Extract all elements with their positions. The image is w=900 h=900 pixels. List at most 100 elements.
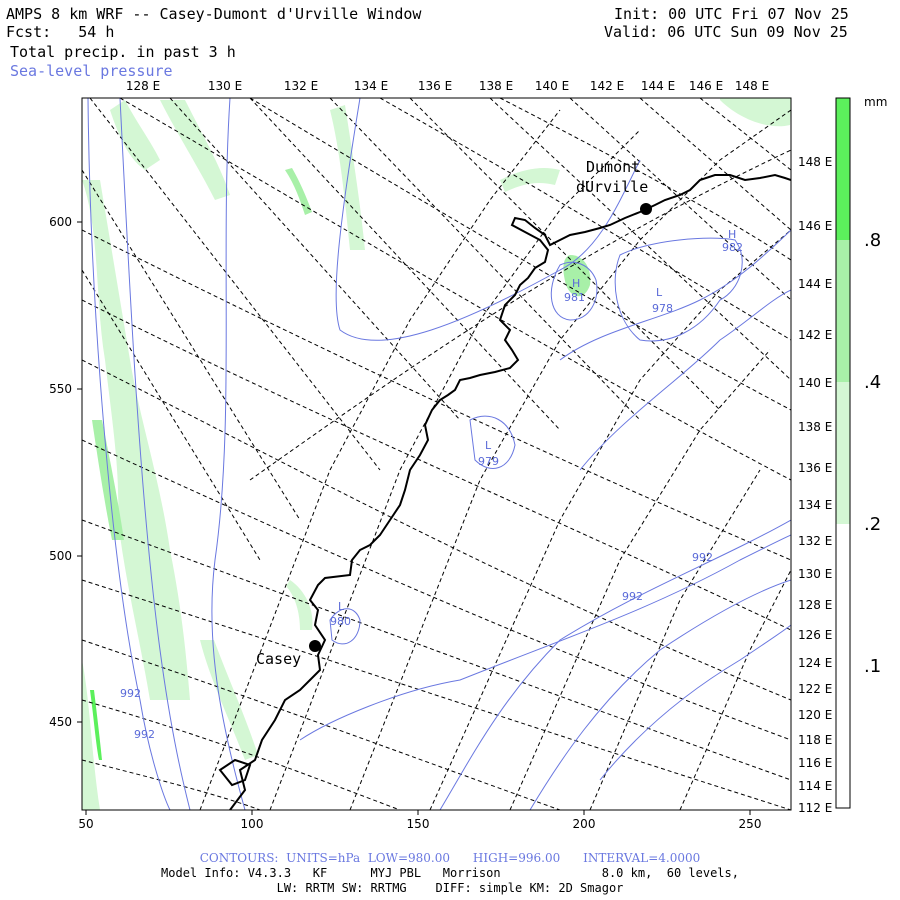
precip-band-mid [200, 640, 258, 760]
precip-core-sw [90, 690, 102, 760]
forecast-hour: Fcst: 54 h [6, 23, 114, 41]
precip-band-casey [286, 580, 313, 630]
legend-unit: mm [864, 95, 887, 109]
contours-units: UNITS=hPa [286, 851, 361, 865]
precip-legend: mm .8 .4 .2 .1 [835, 95, 887, 809]
latlon-grid [82, 98, 791, 810]
legend-frame [835, 97, 851, 809]
pressure-center-letter: L [338, 600, 345, 613]
contours-low-label: LOW= [367, 851, 409, 865]
legend-swatch-01 [836, 524, 850, 808]
legend-swatch-04 [836, 240, 850, 382]
legend-label: .2 [864, 514, 881, 535]
pressure-center-letter: L [485, 439, 492, 452]
lon-label-top: 130 E [208, 79, 242, 93]
lon-label-right: 116 E [798, 756, 832, 770]
lon-label-top: 136 E [418, 79, 452, 93]
lon-label-right: 118 E [798, 733, 832, 747]
y-tick-label: 450 [49, 715, 72, 729]
lon-label-top: 128 E [126, 79, 160, 93]
lon-label-right: 124 E [798, 656, 832, 670]
place-label-dumont-2: dUrville [576, 178, 648, 196]
field-precip-label: Total precip. in past 3 h [10, 43, 236, 61]
isobar-label: 992 [692, 551, 713, 564]
legend-label: .1 [864, 656, 881, 677]
isobar-label: 992 [134, 728, 155, 741]
pressure-center-letter: H [572, 277, 580, 290]
precip-band-c2 [285, 168, 312, 215]
plot-area [82, 98, 791, 810]
top-lon-labels: 128 E 130 E 132 E 134 E 136 E 138 E 140 … [126, 79, 769, 93]
lon-label-right: 122 E [798, 682, 832, 696]
pressure-center-value: 978 [652, 302, 673, 315]
y-tick-label: 500 [49, 549, 72, 563]
x-tick-label: 250 [739, 817, 762, 831]
lon-label-right: 128 E [798, 598, 832, 612]
lon-label-right: 134 E [798, 498, 832, 512]
legend-swatch-02 [836, 382, 850, 524]
map-title: AMPS 8 km WRF -- Casey-Dumont d'Urville … [6, 5, 422, 23]
contours-label: CONTOURS: [199, 851, 279, 865]
contours-high-value: 996.00 [518, 851, 561, 865]
lon-label-top: 148 E [735, 79, 769, 93]
lon-label-top: 132 E [284, 79, 318, 93]
place-label-casey: Casey [256, 650, 301, 668]
lon-label-right: 136 E [798, 461, 832, 475]
x-tick-label: 50 [78, 817, 93, 831]
lon-label-right: 132 E [798, 534, 832, 548]
x-axis: 50 100 150 200 250 [78, 810, 761, 831]
legend-label: .8 [864, 230, 881, 251]
lon-label-top: 138 E [479, 79, 513, 93]
precip-band-nw [110, 100, 160, 170]
pressure-center-value: 981 [564, 291, 585, 304]
init-time: Init: 00 UTC Fri 07 Nov 25 [614, 5, 849, 23]
place-label-dumont-1: Dumont [586, 158, 640, 176]
precip-field [82, 98, 791, 810]
isobar-label: 992 [622, 590, 643, 603]
isobar-label: 992 [120, 687, 141, 700]
y-tick-label: 600 [49, 215, 72, 229]
legend-swatch-08 [836, 98, 850, 240]
lon-label-right: 112 E [798, 801, 832, 815]
lon-label-right: 126 E [798, 628, 832, 642]
contours-interval-value: 4.0000 [658, 851, 701, 865]
x-tick-label: 200 [573, 817, 596, 831]
x-tick-label: 100 [241, 817, 264, 831]
station-dumont-marker [640, 203, 652, 215]
fcst-value: 54 h [78, 23, 115, 41]
contours-low-value: 980.00 [408, 851, 451, 865]
legend-label: .4 [864, 372, 881, 393]
pressure-center-letter: H [728, 228, 736, 241]
contours-high-label: HIGH= [472, 851, 519, 865]
precip-band-n [160, 100, 230, 200]
lon-label-top: 146 E [689, 79, 723, 93]
lon-label-right: 114 E [798, 779, 832, 793]
precip-band-dumont [500, 168, 560, 192]
valid-time: Valid: 06 UTC Sun 09 Nov 25 [604, 23, 848, 41]
lon-label-right: 130 E [798, 567, 832, 581]
coastline [218, 173, 791, 810]
x-tick-label: 150 [407, 817, 430, 831]
pressure-center-letter: L [656, 286, 663, 299]
lon-label-top: 142 E [590, 79, 624, 93]
contours-interval-label: INTERVAL= [583, 851, 659, 865]
lon-label-top: 134 E [354, 79, 388, 93]
pressure-center-value: 982 [722, 241, 743, 254]
lon-label-top: 144 E [641, 79, 675, 93]
physics-info: LW: RRTM SW: RRTMG DIFF: simple KM: 2D S… [276, 881, 624, 895]
plot-frame [81, 97, 792, 811]
lon-label-right: 138 E [798, 420, 832, 434]
right-lon-labels: 148 E 146 E 144 E 142 E 140 E 138 E 136 … [798, 155, 832, 815]
pressure-center-value: 979 [478, 455, 499, 468]
lon-label-right: 140 E [798, 376, 832, 390]
fcst-label: Fcst: [6, 23, 52, 41]
precip-band-sw [82, 660, 100, 810]
lon-label-right: 120 E [798, 708, 832, 722]
precip-band-west [82, 180, 190, 700]
model-info: Model Info: V4.3.3 KF MYJ PBL Morrison 8… [161, 866, 739, 880]
y-tick-label: 550 [49, 382, 72, 396]
lon-label-top: 140 E [535, 79, 569, 93]
field-pressure-label: Sea-level pressure [10, 62, 173, 80]
lon-label-right: 146 E [798, 219, 832, 233]
